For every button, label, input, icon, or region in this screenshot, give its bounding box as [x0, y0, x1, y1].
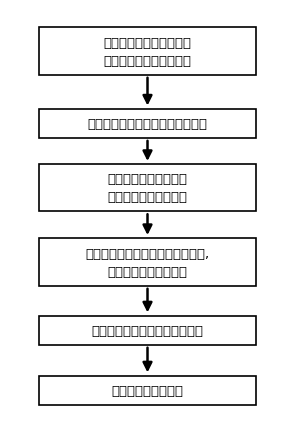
Bar [39, 316, 256, 345]
Bar [39, 28, 256, 76]
Bar [39, 110, 256, 138]
Text: 计算框架梁下翼缘的高强螺栓数量: 计算框架梁下翼缘的高强螺栓数量 [88, 118, 207, 131]
Bar [39, 164, 256, 212]
Text: 计算钢梁腹板处的高强螺
栓数量，确定节点板尺寸: 计算钢梁腹板处的高强螺 栓数量，确定节点板尺寸 [104, 37, 191, 68]
Bar [39, 239, 256, 286]
Text: 通过螺栓连接各构件: 通过螺栓连接各构件 [112, 384, 183, 397]
Text: 计算拼接板周围的焊缝
长度，确定拼接板尺寸: 计算拼接板周围的焊缝 长度，确定拼接板尺寸 [107, 173, 188, 204]
Text: 在施工现场，将各构件吊装就位: 在施工现场，将各构件吊装就位 [91, 324, 204, 337]
Bar [39, 376, 256, 405]
Text: 在工厂内，根据计算结果制作构件,
并在构件上开设螺栓孔: 在工厂内，根据计算结果制作构件, 并在构件上开设螺栓孔 [86, 247, 209, 278]
